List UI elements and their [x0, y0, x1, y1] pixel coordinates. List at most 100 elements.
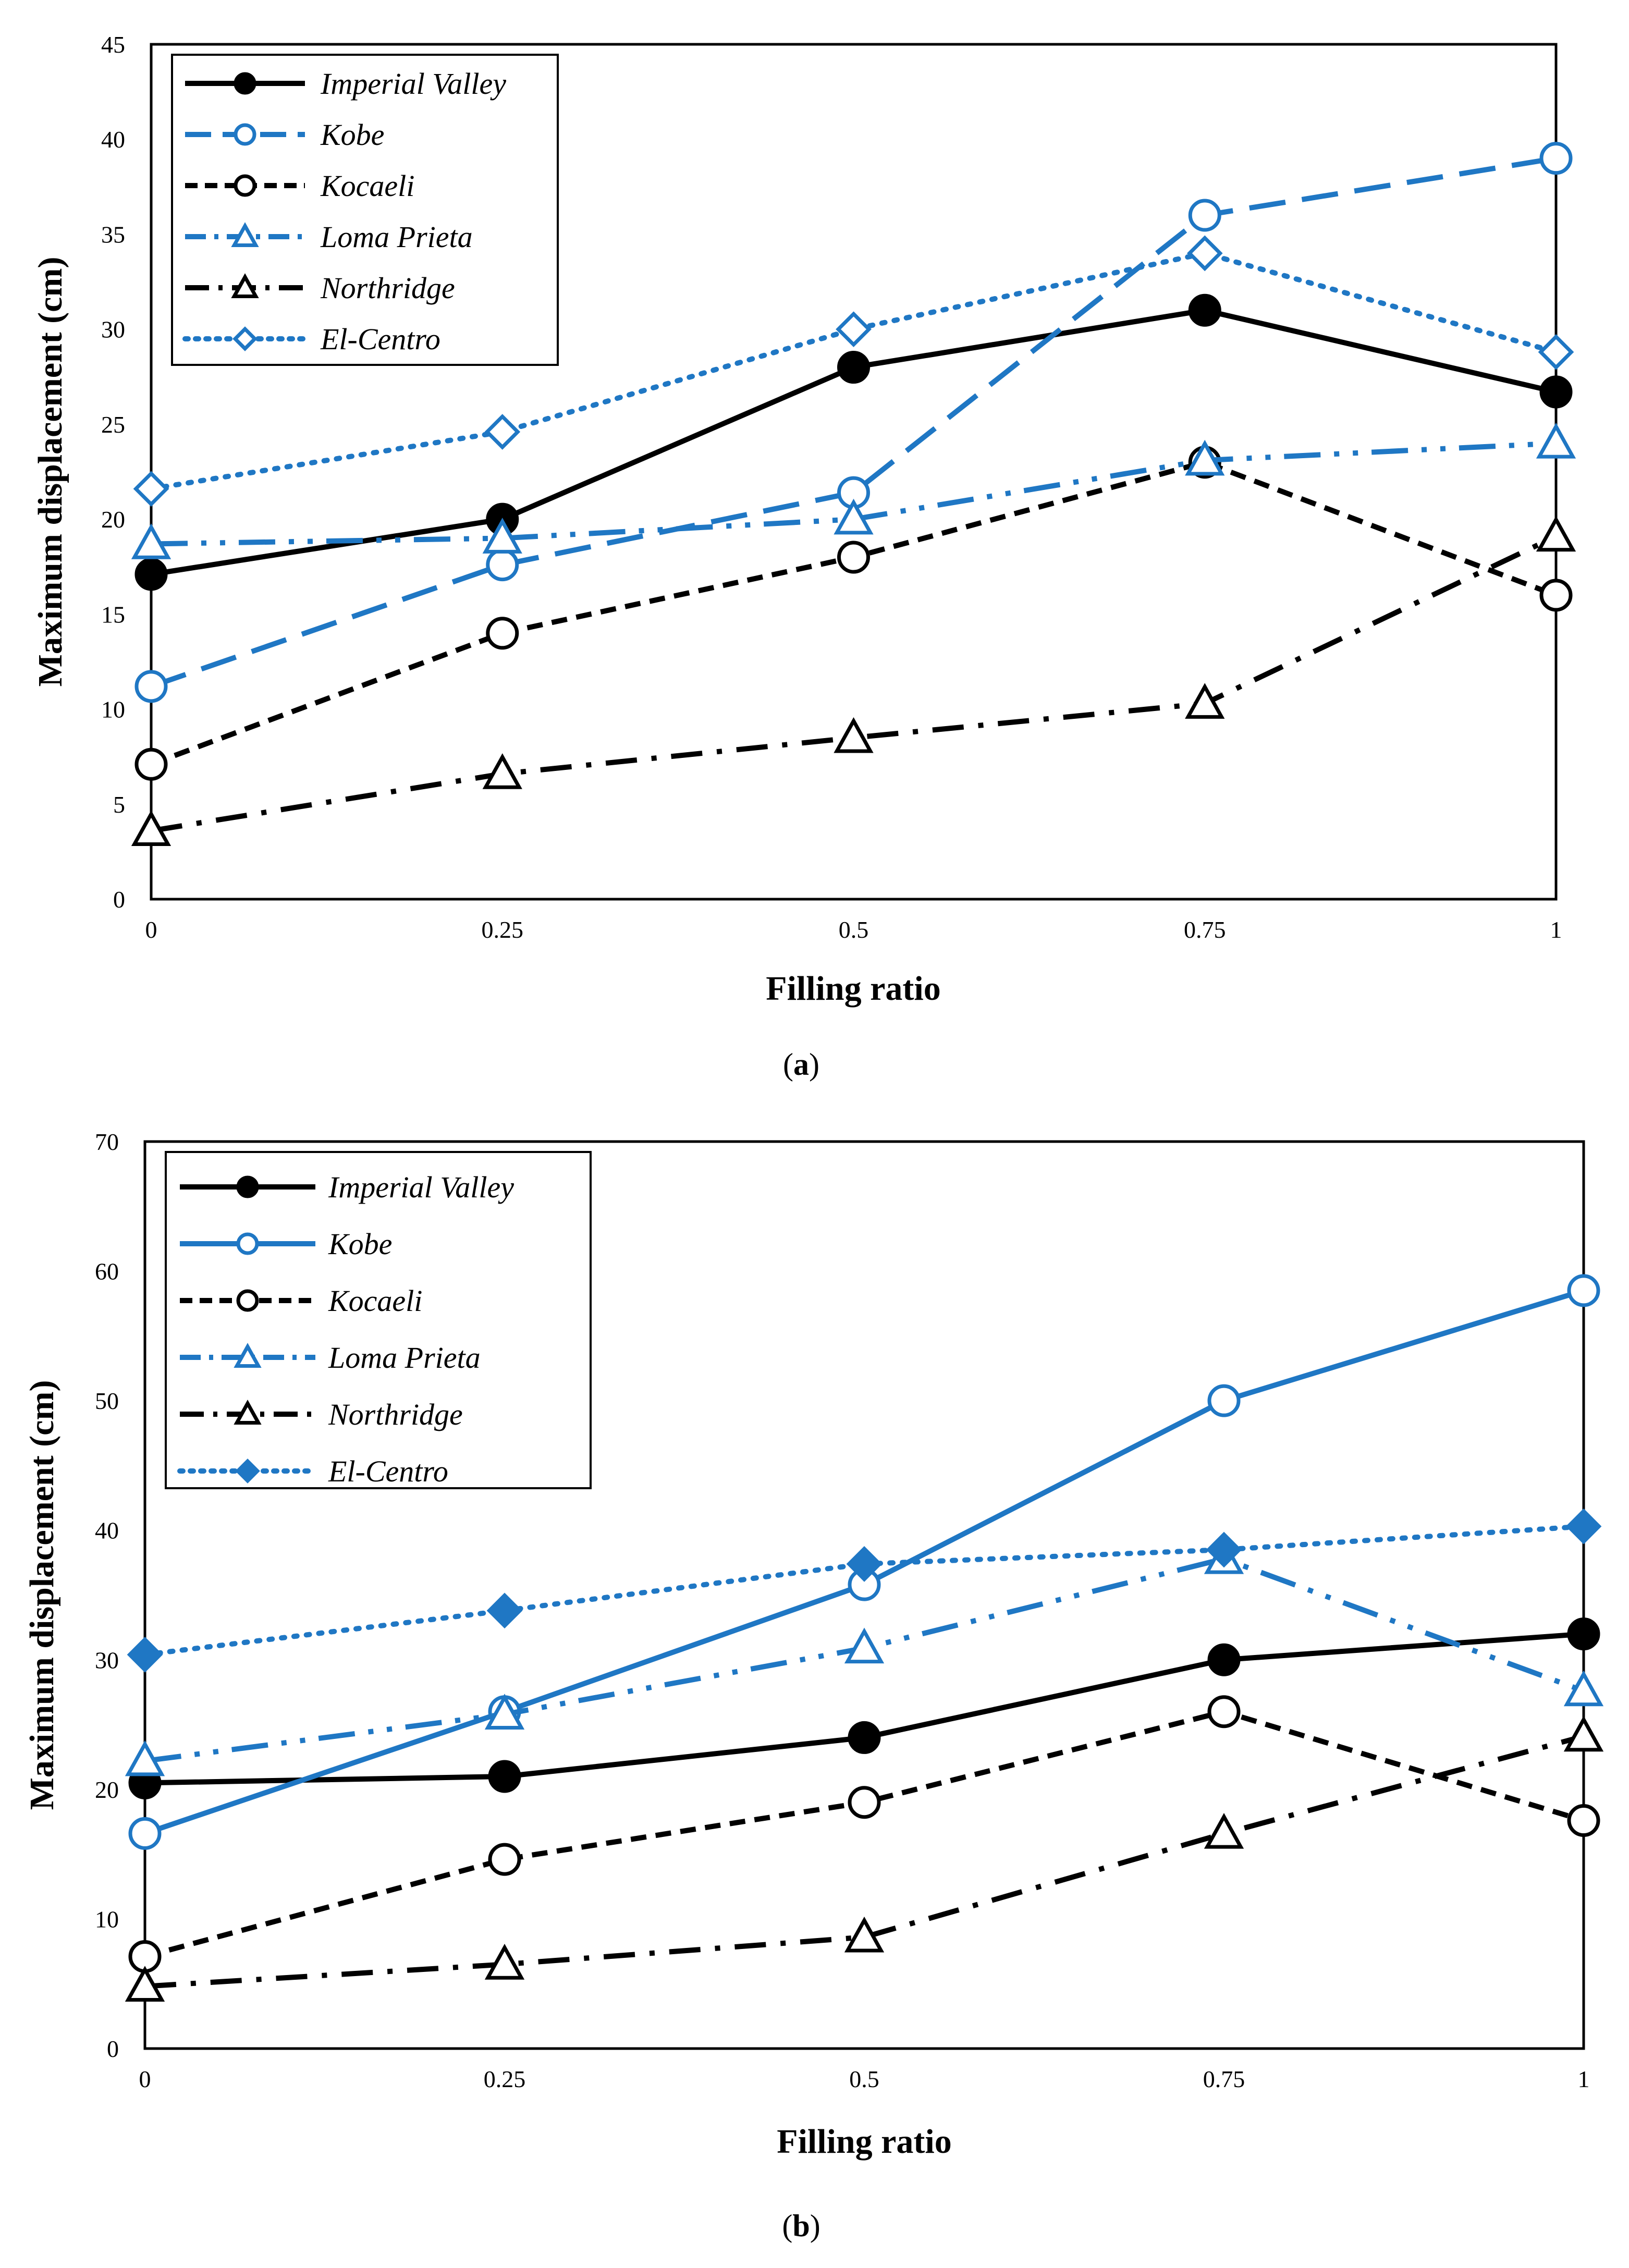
chart-b-legend-marker-kobe	[236, 1232, 259, 1255]
chart-a-data-point-loma-prieta	[834, 498, 874, 535]
chart-b-x-axis-title: Filling ratio	[777, 2123, 951, 2161]
chart-b-data-point-kobe	[128, 1817, 162, 1850]
chart-a-x-tick-label: 0.25	[482, 916, 524, 943]
chart-b-data-point-el-centro	[1565, 1508, 1602, 1544]
chart-b-data-point-el-centro	[486, 1592, 523, 1629]
chart-a-data-point-imperial-valley	[837, 351, 870, 384]
chart-a-series-northridge	[131, 516, 1576, 847]
chart-a-y-tick-label: 0	[113, 886, 125, 913]
chart-b-data-point-kocaeli	[1207, 1695, 1241, 1728]
chart-a-legend-label: Kocaeli	[320, 169, 414, 203]
chart-a-data-point-kocaeli	[1539, 579, 1573, 612]
chart-b-caption-letter: b	[792, 2209, 810, 2243]
chart-b-data-point-northridge	[1204, 1812, 1244, 1849]
chart-b-legend-marker-kocaeli	[236, 1289, 259, 1312]
chart-a-data-point-imperial-valley	[1539, 375, 1573, 409]
chart-a-data-point-el-centro	[133, 471, 169, 507]
chart-b-data-point-imperial-valley	[1207, 1643, 1241, 1676]
chart-b-legend: Imperial Valley Kobe Kocaeli Loma Prieta Nor…	[165, 1151, 592, 1489]
chart-b-data-point-kocaeli	[1567, 1804, 1600, 1837]
chart-b-y-tick-label: 50	[95, 1388, 119, 1414]
chart-b-legend-label: Kobe	[328, 1227, 392, 1261]
chart-b-series-el-centro	[127, 1508, 1602, 1673]
chart-a-series-line-northridge	[151, 534, 1558, 833]
chart-a-data-point-loma-prieta	[1185, 439, 1225, 476]
chart-b-legend-marker-northridge	[234, 1400, 262, 1425]
chart-b-data-point-loma-prieta	[1563, 1670, 1604, 1707]
chart-b-y-tick-label: 60	[95, 1258, 119, 1285]
chart-a: 0 5 10 15 20 25 30 35 40 45 0 0.25 0.5 0.75 1 Imperia…	[31, 31, 1576, 1082]
chart-a-legend: Imperial Valley Kobe Kocaeli Loma Prieta Nor…	[171, 54, 559, 366]
chart-b-legend-item-kobe: Kobe	[180, 1227, 392, 1261]
chart-b-y-tick-label: 10	[95, 1906, 119, 1932]
chart-b-series-northridge	[125, 1715, 1604, 2002]
chart-a-legend-label: Imperial Valley	[320, 67, 506, 101]
chart-a-y-tick-label: 40	[101, 126, 125, 153]
chart-b-x-tick-label: 0.5	[849, 2066, 879, 2092]
chart-a-x-ticks: 0 0.25 0.5 0.75 1	[145, 916, 1562, 943]
chart-a-legend-item-northridge: Northridge	[185, 271, 455, 305]
chart-a-legend-item-kobe: Kobe	[185, 118, 384, 152]
chart-a-x-axis-title: Filling ratio	[766, 970, 940, 1008]
chart-a-legend-label: Kobe	[320, 118, 384, 152]
chart-b-data-point-el-centro	[1206, 1531, 1242, 1568]
chart-a-x-tick-label: 0	[145, 916, 157, 943]
chart-b-data-point-northridge	[844, 1916, 885, 1953]
chart-a-y-tick-label: 5	[113, 791, 125, 818]
chart-a-y-tick-label: 10	[101, 696, 125, 723]
chart-a-data-point-loma-prieta	[482, 518, 522, 554]
chart-b-legend-label: Imperial Valley	[328, 1170, 514, 1204]
chart-b-data-point-imperial-valley	[848, 1721, 881, 1754]
chart-b-y-axis-title: Maximum displacement (cm)	[23, 1380, 61, 1810]
chart-a-data-point-kocaeli	[134, 747, 168, 781]
chart-b-legend-marker-imperial-valley	[236, 1175, 259, 1198]
chart-a-legend-label: Northridge	[320, 271, 455, 305]
chart-b-legend-box	[165, 1151, 592, 1489]
chart-b-y-ticks: 0 10 20 30 40 50 60 70	[95, 1129, 119, 2062]
chart-a-legend-marker-kocaeli	[234, 174, 256, 197]
chart-b-y-tick-label: 30	[95, 1647, 119, 1673]
chart-b-x-tick-label: 0.25	[484, 2066, 526, 2092]
chart-a-series-kobe	[134, 142, 1573, 703]
chart-a-series-line-el-centro	[149, 250, 1559, 492]
chart-a-legend-label: Loma Prieta	[320, 220, 473, 254]
chart-b-legend-item-loma-prieta: Loma Prieta	[180, 1341, 481, 1375]
chart-a-y-tick-label: 15	[101, 601, 125, 628]
chart-a-legend-marker-northridge	[231, 273, 259, 299]
chart-b-caption: (b)	[782, 2209, 820, 2243]
chart-b-legend-item-el-centro: El-Centro	[177, 1454, 448, 1488]
chart-a-data-point-northridge	[1185, 683, 1225, 719]
chart-b-data-point-loma-prieta	[484, 1694, 525, 1730]
chart-b-legend-label: Loma Prieta	[328, 1341, 481, 1375]
chart-b-x-tick-label: 0	[139, 2066, 151, 2092]
chart-a-series-line-kobe	[150, 155, 1557, 689]
chart-b-data-point-northridge	[484, 1944, 525, 1980]
chart-b-data-point-northridge	[1563, 1715, 1604, 1752]
chart-a-data-point-kobe	[134, 670, 168, 703]
chart-a-data-point-northridge	[482, 753, 522, 789]
chart-a-data-point-el-centro	[836, 311, 872, 348]
chart-a-data-point-imperial-valley	[1188, 293, 1221, 327]
chart-a-legend-item-el-centro: El-Centro	[182, 322, 440, 356]
chart-a-data-point-el-centro	[484, 414, 521, 450]
chart-b-legend-marker-el-centro	[235, 1458, 260, 1484]
chart-a-legend-item-imperial-valley: Imperial Valley	[185, 67, 506, 101]
chart-a-data-point-northridge	[131, 810, 172, 847]
chart-a-legend-item-kocaeli: Kocaeli	[185, 169, 414, 203]
chart-a-legend-marker-loma-prieta	[231, 222, 259, 248]
chart-a-x-tick-label: 1	[1550, 916, 1562, 943]
chart-a-series	[131, 142, 1576, 847]
chart-a-data-point-loma-prieta	[131, 523, 172, 559]
chart-a-legend-marker-kobe	[234, 123, 256, 146]
chart-a-y-tick-label: 25	[101, 411, 125, 438]
chart-a-data-point-kobe	[1188, 199, 1221, 232]
chart-b: 0 10 20 30 40 50 60 70 0 0.25 0.5 0.75 1 Imperial V…	[23, 1129, 1604, 2243]
chart-a-data-point-imperial-valley	[134, 558, 168, 591]
chart-a-data-point-kobe	[486, 548, 519, 582]
chart-a-y-tick-label: 45	[101, 31, 125, 58]
chart-b-legend-label: Kocaeli	[328, 1284, 422, 1318]
chart-b-y-tick-label: 20	[95, 1776, 119, 1803]
chart-a-x-tick-label: 0.5	[839, 916, 869, 943]
chart-a-y-tick-label: 30	[101, 316, 125, 343]
chart-b-legend-item-kocaeli: Kocaeli	[180, 1284, 422, 1318]
